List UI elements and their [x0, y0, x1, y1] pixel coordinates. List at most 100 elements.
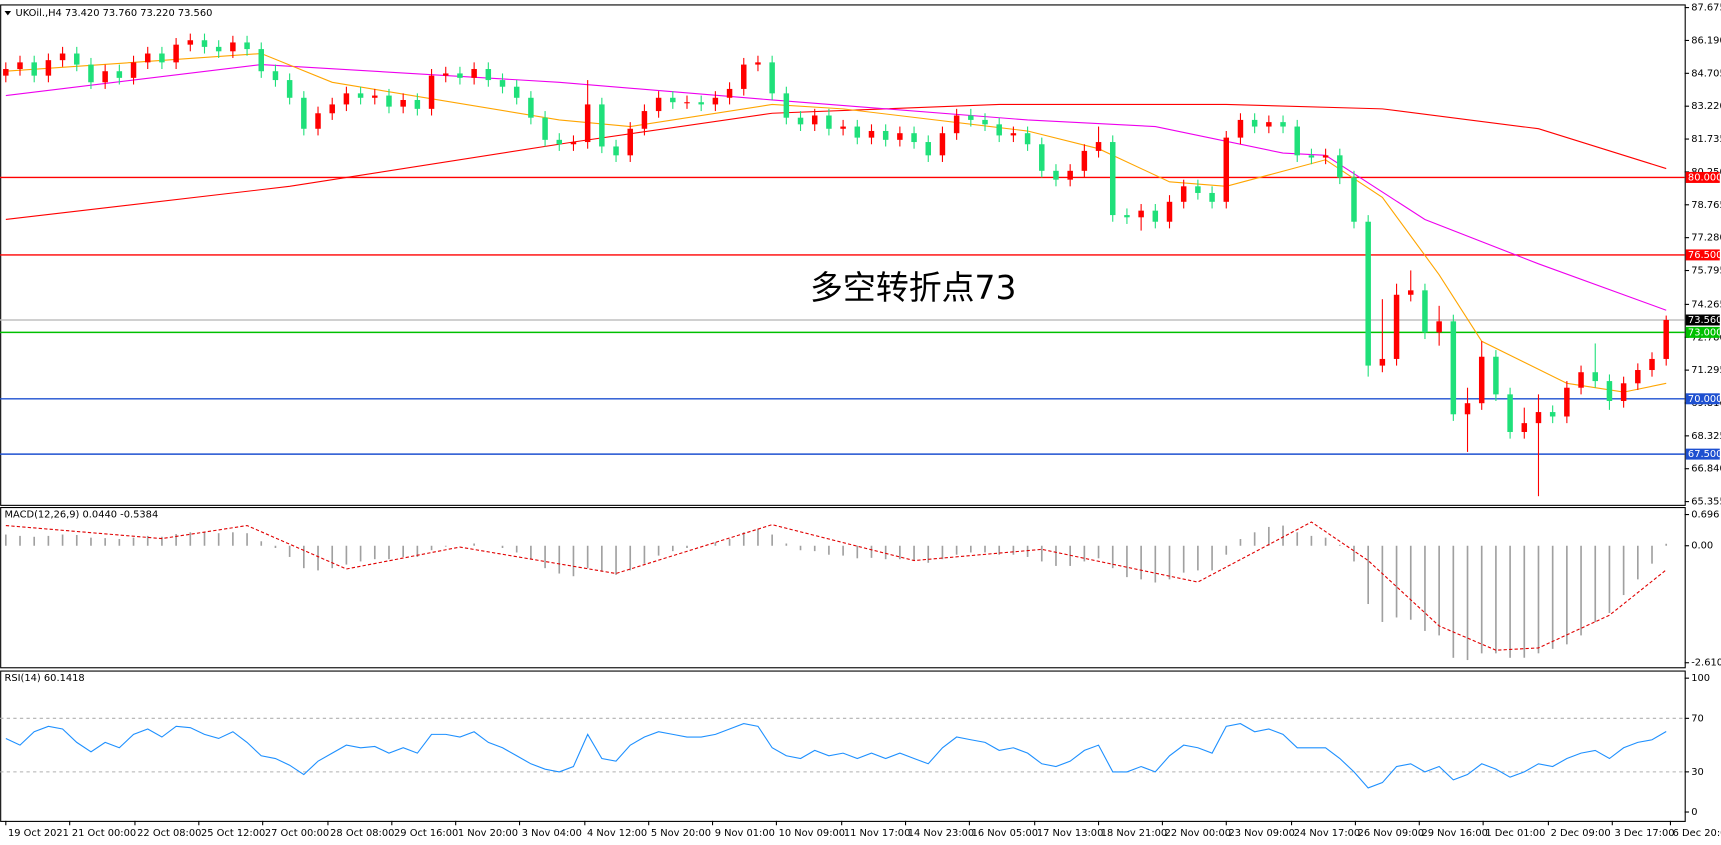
candle-body [1493, 356, 1499, 395]
candle-body [1535, 412, 1542, 424]
y-tick-label: 74.265 [1691, 299, 1721, 310]
candle-body [201, 40, 208, 47]
moving-average [5, 103, 1667, 221]
candle-body [925, 142, 931, 156]
x-tick-label: 16 Nov 05:00 [972, 828, 1038, 839]
candle-body [1564, 387, 1570, 417]
x-tick-label: 1 Dec 01:00 [1485, 828, 1545, 839]
candle-body [783, 93, 790, 118]
candle-body [1280, 122, 1286, 127]
x-tick-label: 22 Oct 08:00 [137, 828, 201, 839]
candle-body [457, 73, 463, 78]
price-level-label: 73.560 [1688, 315, 1721, 326]
price-level-box [1685, 326, 1720, 338]
candle-body [897, 133, 903, 140]
x-tick-label: 14 Nov 23:00 [908, 828, 974, 839]
candle-body [1663, 319, 1669, 359]
x-tick-label: 27 Oct 00:00 [265, 828, 329, 839]
y-tick-label: 71.295 [1691, 365, 1721, 376]
candle-body [386, 95, 392, 107]
price-level-box [1685, 249, 1720, 261]
y-tick-label: 30 [1691, 767, 1704, 778]
candle-body [1124, 215, 1130, 218]
candle-body [1549, 412, 1556, 417]
x-tick-label: 3 Dec 17:00 [1614, 828, 1674, 839]
candle-body [1592, 372, 1598, 382]
candle-body [230, 42, 236, 52]
y-tick-label: 70 [1691, 713, 1704, 724]
candle-body [1507, 394, 1513, 432]
candle-body [1138, 210, 1144, 218]
candle-body [1294, 126, 1300, 156]
candle-body [258, 49, 265, 72]
rsi-title: RSI(14) 60.1418 [5, 673, 85, 684]
candle-body [1251, 119, 1258, 127]
candle-body [556, 139, 563, 145]
y-tick-label: 75.795 [1691, 266, 1721, 277]
candle-body [187, 40, 194, 45]
candle-body [854, 126, 861, 138]
x-tick-label: 29 Oct 16:00 [394, 828, 458, 839]
x-tick-label: 1 Nov 20:00 [458, 828, 518, 839]
candle-body [712, 97, 719, 105]
candle-body [655, 97, 662, 112]
candle-body [570, 142, 577, 145]
candle-body [982, 119, 988, 125]
x-tick-label: 6 Dec 20:00 [1673, 828, 1721, 839]
candle-body [1450, 321, 1457, 415]
candle-body [1464, 403, 1471, 415]
candle-body [1351, 177, 1357, 222]
candle-body [939, 133, 946, 156]
macd-title: MACD(12,26,9) 0.0440 -0.5384 [5, 510, 159, 521]
candle-body [3, 69, 9, 76]
x-tick-label: 21 Oct 00:00 [72, 828, 136, 839]
price-level-box [1685, 171, 1720, 183]
x-tick-label: 4 Nov 12:00 [587, 828, 647, 839]
candle-body [1635, 370, 1641, 384]
candle-body [528, 97, 534, 118]
candle-body [443, 73, 449, 76]
candle-body [670, 97, 676, 103]
candle-body [485, 69, 492, 81]
candle-body [428, 75, 435, 109]
candle-body [159, 53, 165, 63]
candle-body [1223, 137, 1230, 202]
macd-panel [0, 507, 1686, 669]
y-tick-label: 0.696 [1691, 510, 1719, 521]
candle-body [1620, 383, 1627, 402]
x-tick-label: 9 Nov 01:00 [715, 828, 775, 839]
candle-body [1408, 290, 1414, 295]
candle-body [1152, 210, 1159, 222]
candle-body [726, 88, 733, 98]
y-tick-label: 83.220 [1691, 101, 1721, 112]
rsi-line [5, 723, 1667, 789]
moving-average [5, 52, 1667, 393]
price-level-label: 76.500 [1688, 250, 1721, 261]
candle-body [641, 111, 648, 129]
candle-body [343, 93, 350, 105]
candle-body [1308, 155, 1315, 158]
candle-body [968, 115, 974, 120]
candle-body [31, 62, 37, 76]
candle-body [1649, 358, 1655, 371]
y-tick-label: 87.675 [1691, 3, 1721, 14]
candle-body [599, 104, 605, 147]
x-tick-label: 29 Nov 16:00 [1421, 828, 1487, 839]
candle-body [471, 69, 477, 78]
candle-body [372, 95, 378, 98]
candle-body [130, 62, 137, 78]
candle-body [357, 93, 364, 98]
candle-body [1606, 381, 1613, 402]
rsi-panel [0, 670, 1686, 822]
candle-body [59, 53, 66, 61]
annotation: 多空转折点73 [810, 268, 1016, 307]
price-level-label: 70.000 [1688, 394, 1721, 405]
y-tick-label: 0.00 [1691, 541, 1713, 552]
candle-body [1081, 150, 1088, 171]
candle-body [1436, 321, 1442, 333]
y-tick-label: 86.190 [1691, 35, 1721, 46]
y-tick-label: 68.325 [1691, 431, 1721, 442]
x-tick-label: 10 Nov 09:00 [779, 828, 845, 839]
candle-body [613, 146, 619, 156]
